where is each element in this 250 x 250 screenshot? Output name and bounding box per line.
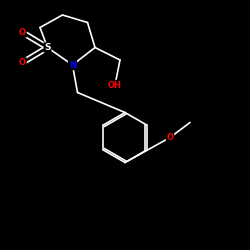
Text: O: O: [166, 133, 173, 142]
Text: O: O: [19, 58, 26, 67]
Text: OH: OH: [108, 80, 122, 90]
Text: O: O: [19, 28, 26, 37]
Text: N: N: [69, 60, 76, 70]
Text: S: S: [44, 43, 51, 52]
